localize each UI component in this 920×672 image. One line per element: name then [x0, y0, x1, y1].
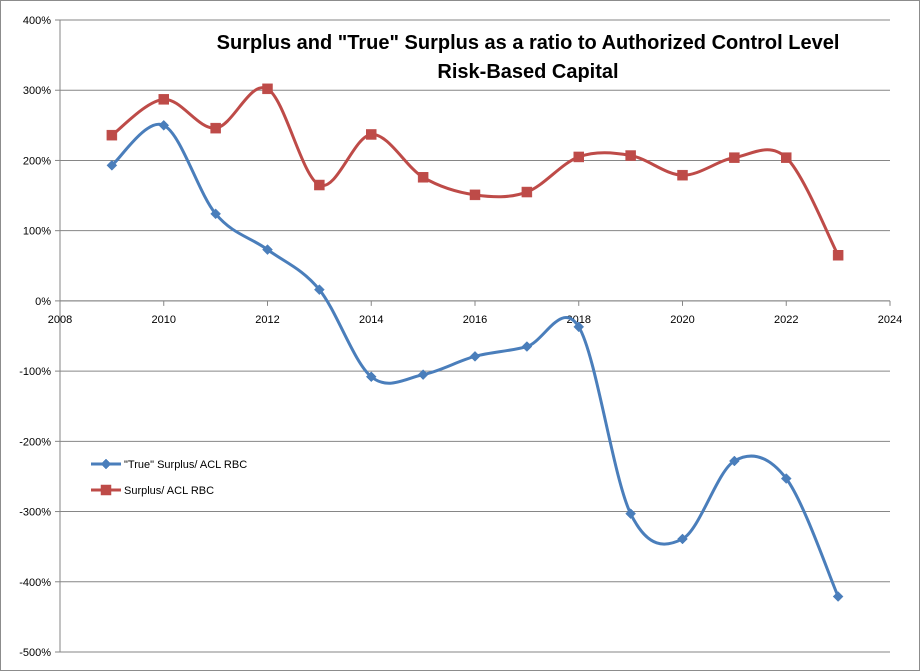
series-group	[106, 83, 844, 602]
data-point	[469, 351, 481, 362]
y-tick-label: -300%	[19, 507, 51, 519]
y-tick-label: -500%	[19, 647, 51, 659]
x-tick-label: 2016	[463, 314, 487, 326]
y-tick-label: -400%	[19, 577, 51, 589]
legend: "True" Surplus/ ACL RBC Surplus/ ACL RBC	[91, 458, 247, 497]
x-tick-labels: 2008 2010 2012 2014 2016 2018 2020 2022 2024	[48, 314, 902, 326]
data-point	[417, 172, 429, 183]
data-point	[781, 152, 792, 163]
data-point	[262, 83, 273, 95]
series-line	[110, 86, 840, 256]
data-point	[469, 189, 481, 201]
x-tick-label: 2024	[878, 314, 902, 326]
data-point	[625, 508, 636, 520]
series-surplus	[106, 83, 844, 261]
y-tick-labels: 400% 300% 200% 100% 0% -100% -200% -300% -400% -5…	[19, 15, 51, 659]
data-point	[625, 150, 636, 161]
y-tick-label: 400%	[23, 15, 51, 27]
series-true-surplus	[106, 119, 844, 602]
data-point	[366, 129, 377, 140]
x-tick-label: 2018	[567, 314, 591, 326]
series-line	[110, 122, 840, 598]
y-tick-label: -200%	[19, 436, 51, 448]
y-tick-label: 200%	[23, 155, 51, 167]
data-point	[521, 341, 533, 352]
chart-title-line-1: Surplus and "True" Surplus as a ratio to…	[217, 32, 840, 54]
data-point	[106, 129, 118, 141]
x-tick-label: 2022	[774, 314, 798, 326]
data-point	[573, 321, 585, 333]
chart-title: Surplus and "True" Surplus as a ratio to…	[217, 32, 840, 83]
x-tick-label: 2020	[670, 314, 694, 326]
legend-item: Surplus/ ACL RBC	[91, 484, 214, 497]
data-point	[832, 591, 844, 602]
data-point	[365, 371, 377, 383]
legend-item: "True" Surplus/ ACL RBC	[91, 458, 247, 471]
legend-label: "True" Surplus/ ACL RBC	[124, 459, 247, 471]
data-point	[832, 249, 844, 261]
axes	[55, 19, 891, 653]
data-point	[729, 455, 740, 467]
data-point	[158, 119, 170, 131]
data-point	[314, 284, 325, 296]
data-point	[780, 473, 792, 484]
data-point	[210, 208, 221, 220]
data-point	[417, 369, 429, 380]
legend-marker	[100, 458, 112, 470]
data-point	[262, 244, 273, 255]
data-point	[677, 169, 688, 181]
data-point	[677, 533, 688, 545]
data-point	[573, 151, 584, 163]
y-tick-label: 300%	[23, 85, 51, 97]
y-tick-label: 0%	[35, 296, 51, 308]
x-tick-label: 2012	[255, 314, 279, 326]
data-point	[521, 186, 533, 198]
y-tick-label: 100%	[23, 226, 51, 238]
x-tick-label: 2014	[359, 314, 383, 326]
data-point	[158, 94, 169, 105]
chart-title-line-2: Risk-Based Capital	[437, 61, 618, 83]
gridlines	[60, 19, 890, 653]
data-point	[729, 152, 740, 163]
legend-label: Surplus/ ACL RBC	[124, 485, 214, 497]
x-tick-label: 2008	[48, 314, 72, 326]
data-point	[314, 179, 325, 191]
x-tick-label: 2010	[152, 314, 176, 326]
data-point	[106, 160, 118, 171]
data-point	[210, 122, 221, 134]
y-tick-label: -100%	[19, 366, 51, 378]
legend-marker	[100, 484, 112, 496]
